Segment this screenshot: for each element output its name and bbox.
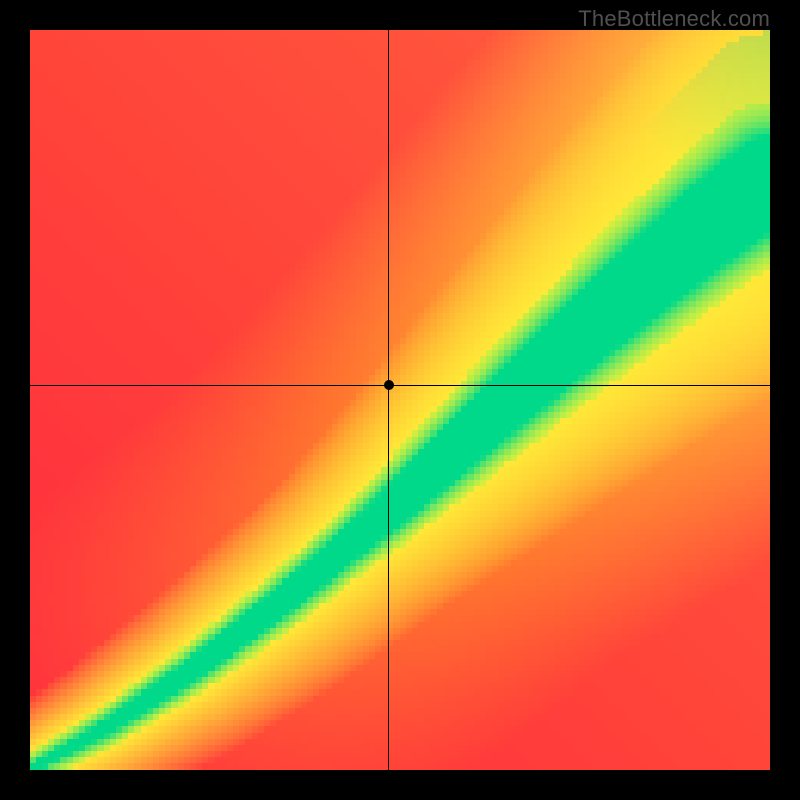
heatmap-canvas: [30, 30, 770, 770]
crosshair-horizontal: [30, 385, 770, 386]
chart-container: TheBottleneck.com: [0, 0, 800, 800]
selection-marker: [384, 380, 394, 390]
watermark-text: TheBottleneck.com: [578, 6, 770, 32]
crosshair-vertical: [388, 30, 389, 770]
